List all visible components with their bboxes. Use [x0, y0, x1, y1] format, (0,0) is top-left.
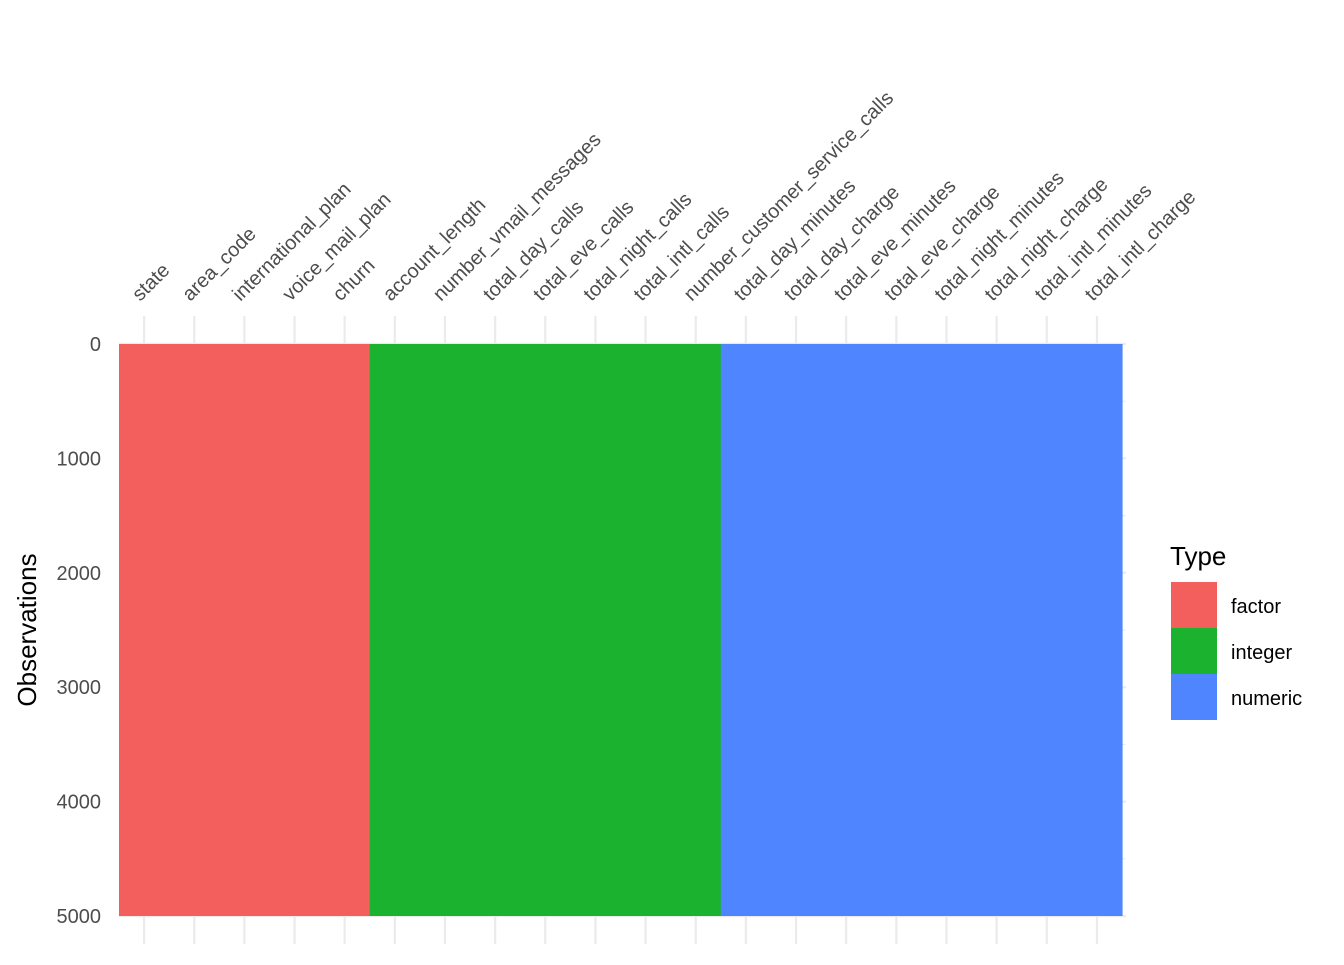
y-tick-label: 1000	[57, 448, 102, 470]
tile-total-eve-calls	[520, 344, 571, 916]
variable-label: state	[128, 259, 174, 305]
variable-labels: state area_codeinternational_planvoice_ma…	[128, 87, 1200, 305]
tile-total-intl-charge	[1071, 344, 1123, 916]
tile-number-customer-service-calls	[670, 344, 722, 916]
tile-state	[119, 344, 170, 916]
tile-total-day-charge	[770, 344, 822, 916]
tile-total-night-charge	[971, 344, 1023, 916]
tile-total-eve-minutes	[821, 344, 872, 916]
legend-label-numeric: numeric	[1231, 688, 1302, 710]
tile-churn	[319, 344, 371, 916]
tile-account-length	[369, 344, 421, 916]
tile-voice-mail-plan	[269, 344, 321, 916]
tile-total-night-calls	[570, 344, 622, 916]
legend-label-integer: integer	[1231, 642, 1292, 664]
tile-total-intl-minutes	[1021, 344, 1073, 916]
y-tick-label: 5000	[57, 906, 102, 928]
tile-area-code	[169, 344, 220, 916]
y-tick-label: 2000	[57, 563, 102, 585]
y-axis-title: Observations	[12, 553, 42, 706]
tile-total-eve-charge	[871, 344, 922, 916]
legend-label-factor: factor	[1231, 596, 1281, 618]
tile-number-vmail-messages	[419, 344, 471, 916]
tiles-layer	[119, 344, 1123, 916]
y-axis-ticks: 0 1000 2000 3000 4000 5000	[57, 334, 102, 928]
legend: Type factor integer numeric	[1170, 541, 1302, 720]
y-tick-label: 4000	[57, 792, 102, 814]
legend-swatch-factor	[1171, 582, 1217, 628]
tile-international-plan	[219, 344, 271, 916]
y-tick-label: 0	[90, 334, 101, 356]
tile-total-night-minutes	[921, 344, 973, 916]
tile-total-intl-calls	[620, 344, 672, 916]
legend-swatch-numeric	[1171, 674, 1217, 720]
tile-total-day-calls	[470, 344, 521, 916]
tile-total-day-minutes	[720, 344, 772, 916]
legend-swatch-integer	[1171, 628, 1217, 674]
legend-title: Type	[1170, 541, 1226, 571]
y-tick-label: 3000	[57, 677, 102, 699]
